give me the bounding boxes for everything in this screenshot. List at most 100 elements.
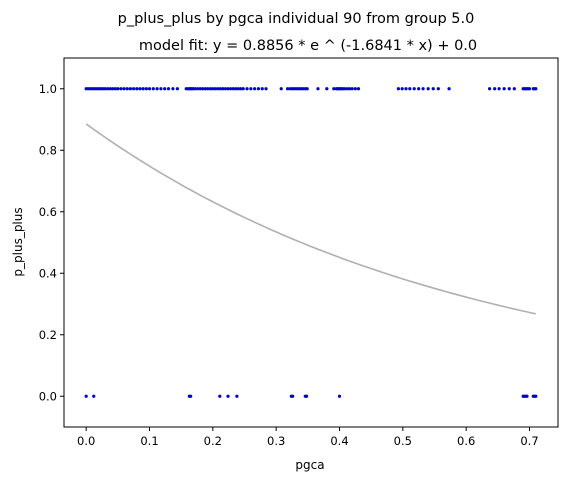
data-point (304, 394, 309, 398)
chart-title: p_plus_plus by pgca individual 90 from g… (118, 11, 475, 27)
data-point (337, 394, 342, 398)
data-point (285, 87, 290, 91)
x-tick-label: 0.0 (77, 434, 95, 448)
data-point (138, 87, 142, 91)
data-point (256, 87, 261, 91)
data-point (396, 87, 400, 91)
data-point (128, 87, 133, 91)
data-point (316, 87, 320, 91)
data-point (408, 87, 412, 91)
x-tick-label: 0.5 (394, 434, 412, 448)
data-point (332, 87, 336, 91)
data-point (527, 87, 532, 91)
data-point (201, 87, 205, 91)
data-point (512, 87, 516, 91)
data-point (305, 87, 309, 91)
data-point (208, 87, 212, 91)
data-point (234, 87, 238, 91)
data-point (119, 87, 123, 91)
data-point (350, 87, 354, 91)
x-tick-label: 0.2 (204, 434, 222, 448)
x-tick-label: 0.4 (330, 434, 348, 448)
chart-subtitle: model fit: y = 0.8856 * e ^ (-1.6841 * x… (139, 38, 477, 54)
data-point (216, 87, 220, 91)
plot-frame (63, 57, 559, 428)
y-tick-label: 0.0 (39, 389, 57, 403)
data-point (493, 87, 497, 91)
data-point (534, 87, 538, 91)
y-axis-label: p_plus_plus (11, 207, 25, 276)
data-point (417, 87, 421, 91)
y-tick-label: 0.4 (39, 266, 57, 280)
data-point (92, 394, 96, 398)
data-point (534, 394, 538, 398)
data-point (241, 87, 245, 91)
data-point (342, 87, 347, 91)
data-point (106, 87, 110, 91)
data-point (239, 87, 243, 91)
data-point (144, 87, 148, 91)
data-point (236, 87, 240, 91)
data-point (196, 87, 200, 91)
data-point (108, 87, 112, 91)
x-tick-label: 0.1 (140, 434, 158, 448)
data-point (84, 394, 88, 398)
data-point (356, 87, 361, 91)
data-point (163, 87, 167, 91)
x-tick-label: 0.3 (267, 434, 285, 448)
data-point (189, 394, 193, 398)
data-point (155, 87, 159, 91)
data-point (223, 87, 228, 91)
data-point (203, 87, 207, 91)
fit-line (85, 123, 537, 315)
data-point (325, 87, 329, 91)
data-point (113, 87, 117, 91)
data-point (135, 87, 139, 91)
data-point (116, 87, 120, 91)
data-point (291, 394, 295, 398)
data-point (279, 87, 283, 91)
data-point (447, 87, 451, 91)
data-point (213, 87, 217, 91)
y-tick-label: 1.0 (39, 82, 57, 96)
data-point (253, 87, 257, 91)
data-point (404, 87, 408, 91)
data-point (122, 87, 126, 91)
data-point (226, 394, 230, 398)
data-point (171, 87, 175, 91)
data-point (228, 87, 233, 91)
data-point (348, 87, 352, 91)
data-point (141, 87, 145, 91)
data-point (175, 87, 179, 91)
data-point (345, 87, 349, 91)
x-axis-label: pgca (295, 458, 324, 472)
data-point (264, 87, 268, 91)
data-point (103, 87, 107, 91)
data-point (421, 87, 425, 91)
data-point (206, 87, 210, 91)
data-point (436, 87, 440, 91)
data-point (431, 87, 435, 91)
data-point (502, 87, 506, 91)
data-point (211, 87, 215, 91)
data-point (412, 87, 416, 91)
data-point (231, 87, 235, 91)
data-point (507, 87, 511, 91)
data-point (111, 87, 115, 91)
data-point (245, 87, 249, 91)
data-point (151, 87, 155, 91)
data-point (497, 87, 501, 91)
data-point (488, 87, 492, 91)
data-point (353, 87, 357, 91)
x-tick-label: 0.6 (457, 434, 475, 448)
data-point (198, 87, 202, 91)
data-point (125, 87, 129, 91)
data-point (226, 87, 230, 91)
data-point (525, 394, 529, 398)
data-point (260, 87, 264, 91)
data-point (132, 87, 136, 91)
data-point (426, 87, 430, 91)
data-point (249, 87, 253, 91)
data-point (159, 87, 163, 91)
